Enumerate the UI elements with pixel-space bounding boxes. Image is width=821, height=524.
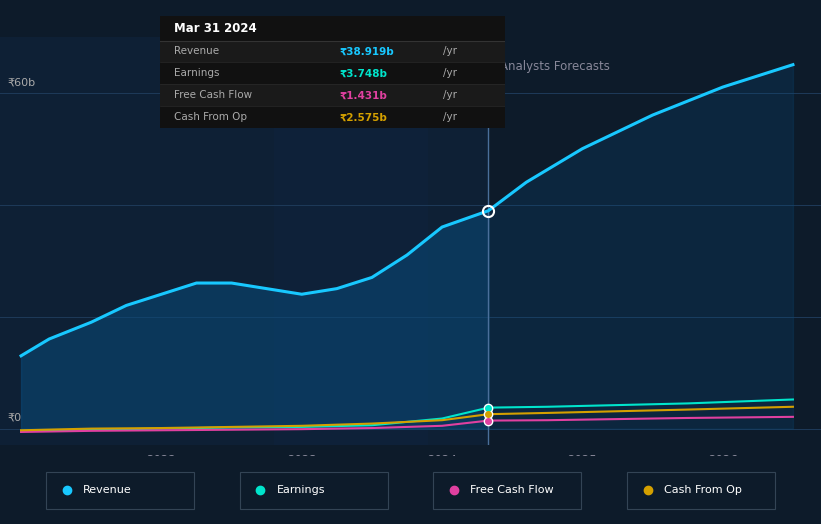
Bar (160, 40, 505, 62)
Text: Cash From Op: Cash From Op (174, 112, 247, 123)
Text: Free Cash Flow: Free Cash Flow (470, 485, 554, 495)
Text: Earnings: Earnings (174, 69, 219, 79)
Text: /yr: /yr (443, 112, 456, 123)
Text: ₹60b: ₹60b (7, 77, 35, 87)
Bar (160, 106, 505, 128)
Text: Analysts Forecasts: Analysts Forecasts (500, 60, 609, 73)
Text: /yr: /yr (443, 69, 456, 79)
Text: Revenue: Revenue (174, 47, 219, 57)
Text: Cash From Op: Cash From Op (664, 485, 742, 495)
Text: Revenue: Revenue (83, 485, 131, 495)
Bar (273, 37, 428, 445)
Bar (0, 37, 488, 445)
Text: /yr: /yr (443, 47, 456, 57)
Text: Earnings: Earnings (277, 485, 325, 495)
Text: Mar 31 2024: Mar 31 2024 (174, 21, 257, 35)
Bar (488, 37, 821, 445)
Bar (160, 84, 505, 106)
Text: Past: Past (448, 60, 477, 73)
Bar (160, 62, 505, 84)
Text: ₹1.431b: ₹1.431b (339, 91, 388, 101)
Text: ₹38.919b: ₹38.919b (339, 47, 394, 57)
Text: ₹0: ₹0 (7, 413, 21, 423)
Bar (160, 16, 505, 40)
Text: /yr: /yr (443, 91, 456, 101)
Text: Free Cash Flow: Free Cash Flow (174, 91, 252, 101)
Text: ₹3.748b: ₹3.748b (339, 69, 388, 79)
Text: ₹2.575b: ₹2.575b (339, 112, 388, 123)
